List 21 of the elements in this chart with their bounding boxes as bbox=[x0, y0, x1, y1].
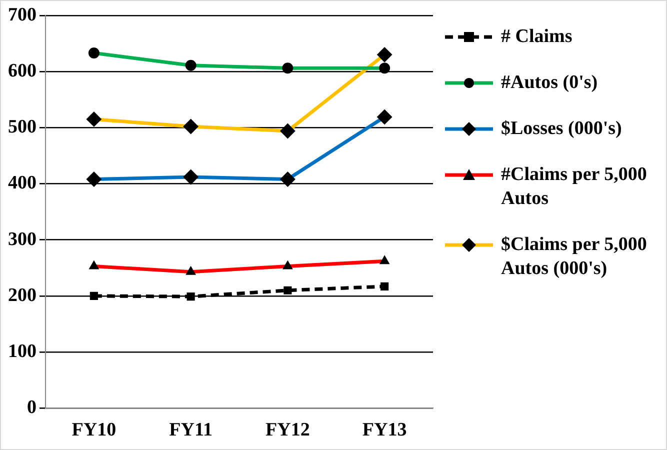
y-tick-label: 300 bbox=[8, 228, 36, 250]
point bbox=[284, 286, 292, 294]
y-tick-label: 400 bbox=[8, 172, 36, 194]
x-tick-label: FY12 bbox=[266, 420, 310, 441]
x-tick-label: FY11 bbox=[169, 420, 212, 441]
x-tick-label: FY13 bbox=[362, 420, 407, 441]
y-tick-label: 600 bbox=[8, 60, 36, 82]
legend-label: #Autos (0's) bbox=[501, 71, 598, 95]
x-tick-label: FY10 bbox=[72, 420, 116, 441]
legend-label: #Claims per 5,000 Autos bbox=[501, 163, 648, 211]
y-tick-label: 700 bbox=[8, 4, 36, 26]
y-tick-label: 200 bbox=[8, 284, 36, 306]
point bbox=[380, 282, 389, 290]
point bbox=[186, 292, 195, 301]
point bbox=[90, 292, 98, 300]
y-tick-label: 100 bbox=[8, 340, 36, 362]
legend-label: $Claims per 5,000 Autos (000's) bbox=[501, 233, 648, 281]
y-tick-label: 500 bbox=[8, 116, 36, 138]
y-tick-label: 0 bbox=[27, 397, 36, 418]
legend-label: $Losses (000's) bbox=[501, 117, 622, 141]
legend-label: # Claims bbox=[501, 25, 572, 49]
